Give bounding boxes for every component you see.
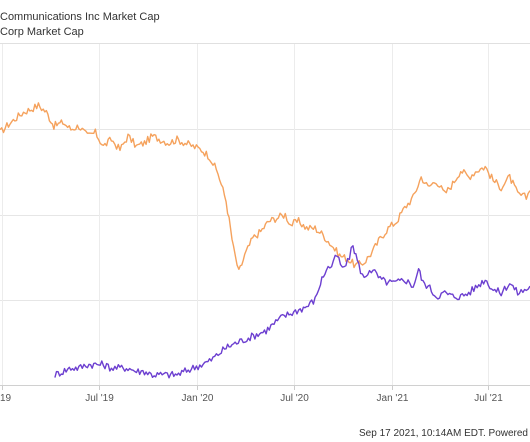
series-line-corp	[54, 245, 530, 379]
x-tick-label: 19	[0, 393, 12, 404]
legend-divider	[0, 43, 530, 44]
x-tick-label: Jul '19	[85, 393, 114, 404]
x-tick-label: Jul '20	[280, 393, 309, 404]
series-layer	[0, 102, 530, 379]
x-tick-label: Jul '21	[474, 393, 503, 404]
x-tick-label: Jan '20	[182, 393, 214, 404]
legend-item-corp: Corp Market Cap	[0, 26, 84, 38]
x-axis: 19 Jul '19 Jan '20 Jul '20 Jan '21 Jul '21	[0, 385, 530, 404]
grid-layer	[0, 44, 530, 385]
chart-legend: Communications Inc Market Cap Corp Marke…	[0, 0, 530, 44]
series-line-communications	[0, 102, 530, 270]
footer-timestamp: Sep 17 2021, 10:14AM EDT. Powered	[359, 428, 528, 439]
x-tick-label: Jan '21	[377, 393, 409, 404]
legend-item-communications: Communications Inc Market Cap	[0, 11, 160, 23]
